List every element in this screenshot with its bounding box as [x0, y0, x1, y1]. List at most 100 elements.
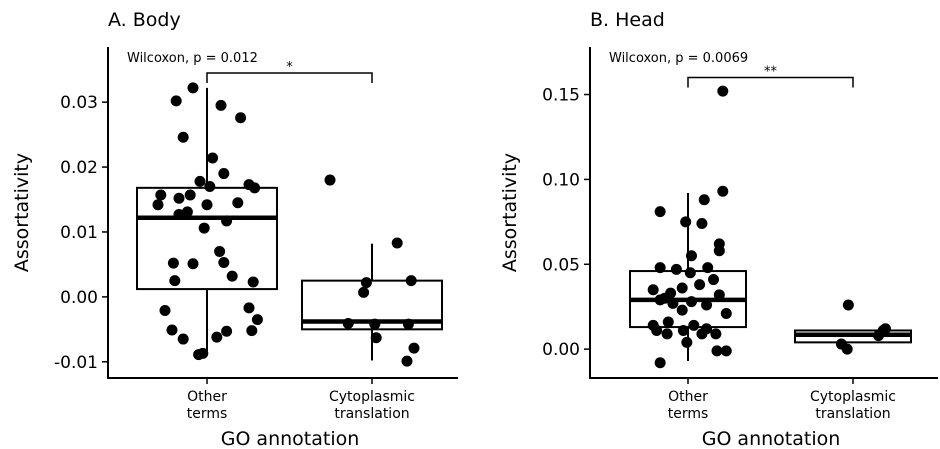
data-point: [654, 294, 666, 306]
data-point: [713, 289, 725, 301]
x-category-label-line2: terms: [668, 406, 709, 422]
data-point: [710, 328, 722, 340]
data-point: [654, 262, 666, 274]
y-tick-label: 0.00: [60, 288, 98, 308]
y-tick-label: 0.00: [542, 340, 580, 360]
data-point: [405, 275, 417, 287]
data-point: [647, 284, 659, 296]
data-point: [166, 324, 178, 336]
data-point: [251, 314, 263, 326]
significance-bracket: [206, 72, 373, 83]
data-point: [685, 296, 697, 308]
data-point: [221, 215, 233, 227]
data-point: [654, 357, 666, 369]
data-point: [670, 263, 682, 275]
data-point: [249, 182, 261, 194]
data-point: [402, 318, 414, 330]
data-point: [651, 324, 663, 336]
data-point: [841, 343, 853, 355]
panel-title: A. Body: [108, 9, 181, 31]
data-point: [694, 279, 706, 291]
data-point: [711, 345, 723, 357]
data-point: [218, 256, 230, 268]
data-point: [702, 262, 714, 274]
data-point: [717, 185, 729, 197]
data-point: [696, 328, 708, 340]
y-tick-label: 0.03: [60, 93, 98, 113]
data-point: [685, 250, 697, 262]
data-point: [324, 174, 336, 186]
data-point: [676, 282, 688, 294]
data-point: [215, 99, 227, 111]
data-point: [170, 95, 182, 107]
data-point: [167, 257, 179, 269]
y-axis-title: Assortativity: [499, 153, 521, 272]
data-point: [207, 152, 219, 164]
data-point: [243, 302, 255, 314]
data-point: [226, 270, 238, 282]
data-point: [218, 168, 230, 180]
data-point: [720, 307, 732, 319]
data-point: [155, 189, 167, 201]
data-point: [187, 82, 199, 94]
data-point: [708, 274, 720, 286]
data-point: [667, 297, 679, 309]
x-axis-title: GO annotation: [221, 428, 360, 449]
y-axis-title: Assortativity: [11, 153, 33, 272]
y-tick-label: 0.02: [60, 158, 98, 178]
data-point: [211, 331, 223, 343]
data-point: [246, 325, 258, 337]
data-point: [184, 189, 196, 201]
y-tick-label: 0.15: [542, 86, 580, 106]
data-point: [342, 317, 354, 329]
data-point: [720, 345, 732, 357]
data-point: [194, 175, 206, 187]
data-point: [701, 299, 713, 311]
y-tick-label: 0.01: [60, 223, 98, 243]
y-tick-label: 0.05: [542, 255, 580, 275]
data-point: [369, 318, 381, 330]
data-point: [358, 286, 370, 298]
x-category-label-line2: translation: [334, 406, 409, 422]
data-point: [698, 194, 710, 206]
data-point: [680, 216, 692, 228]
data-point: [401, 355, 413, 367]
data-point: [717, 85, 729, 97]
data-point: [177, 333, 189, 345]
x-axis-title: GO annotation: [702, 428, 841, 449]
data-point: [696, 218, 708, 230]
data-point: [677, 324, 689, 336]
x-category-label-line1: Cytoplasmic: [329, 389, 415, 405]
data-point: [181, 206, 193, 218]
x-category-label-line2: translation: [815, 406, 890, 422]
data-point: [408, 342, 420, 354]
x-category-label-line1: Other: [668, 389, 708, 405]
data-point: [152, 199, 164, 211]
data-point: [173, 208, 185, 220]
data-point: [235, 112, 247, 124]
data-point: [661, 328, 673, 340]
data-point: [391, 237, 403, 249]
data-point: [177, 131, 189, 143]
data-point: [214, 245, 226, 257]
x-category-label-line2: terms: [187, 406, 228, 422]
data-point: [688, 319, 700, 331]
panel-title: B. Head: [590, 9, 665, 31]
data-point: [370, 332, 382, 344]
test-label: Wilcoxon, p = 0.0069: [609, 51, 748, 66]
data-point: [879, 323, 891, 335]
data-point: [247, 276, 259, 288]
data-point: [193, 349, 205, 361]
data-point: [662, 316, 674, 328]
data-point: [187, 258, 199, 270]
data-point: [169, 275, 181, 287]
x-category-label-line1: Cytoplasmic: [810, 389, 896, 405]
data-point: [842, 299, 854, 311]
data-point: [681, 336, 693, 348]
data-point: [173, 192, 185, 204]
data-point: [654, 206, 666, 218]
data-point: [201, 199, 213, 211]
data-point: [676, 304, 688, 316]
